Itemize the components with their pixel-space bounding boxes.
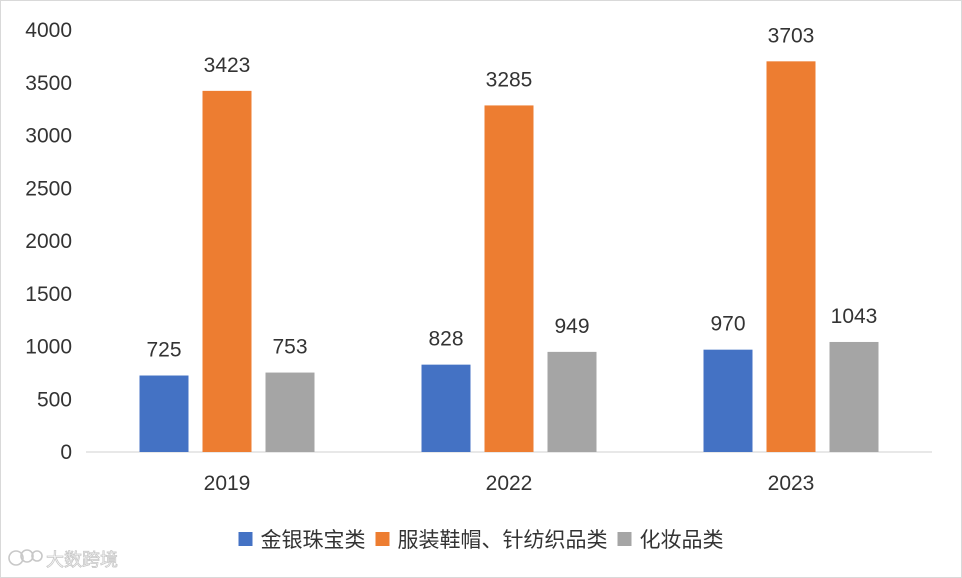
legend-swatch xyxy=(617,532,632,546)
legend-swatch xyxy=(238,532,253,546)
bar xyxy=(703,349,753,452)
legend-label: 服装鞋帽、针纺织品类 xyxy=(398,528,608,552)
y-tick-label: 1000 xyxy=(25,336,72,359)
y-tick-label: 0 xyxy=(60,441,72,464)
bar xyxy=(484,105,534,453)
y-tick-label: 2500 xyxy=(25,177,72,200)
data-label: 3285 xyxy=(486,68,533,91)
x-tick-label: 2019 xyxy=(204,472,251,495)
data-label: 949 xyxy=(554,315,589,338)
bar xyxy=(265,372,315,452)
bar xyxy=(766,61,816,453)
x-tick-label: 2023 xyxy=(768,472,815,495)
y-tick-label: 4000 xyxy=(25,19,72,42)
y-tick-label: 500 xyxy=(37,388,72,411)
bar xyxy=(202,90,252,452)
data-label: 3703 xyxy=(768,24,815,47)
watermark-text: 大数跨境 xyxy=(46,550,118,571)
data-label: 970 xyxy=(710,313,745,336)
y-tick-label: 3500 xyxy=(25,72,72,95)
data-label: 753 xyxy=(272,336,307,359)
x-tick-label: 2022 xyxy=(486,472,533,495)
data-label: 828 xyxy=(428,328,463,351)
y-tick-label: 3000 xyxy=(25,125,72,148)
y-tick-label: 2000 xyxy=(25,230,72,253)
bars xyxy=(139,61,879,453)
bar xyxy=(139,375,189,452)
data-label: 1043 xyxy=(831,305,878,328)
y-tick-label: 1500 xyxy=(25,283,72,306)
legend-item: 金银珠宝类 xyxy=(238,528,366,552)
bar xyxy=(547,351,597,452)
legend-item: 服装鞋帽、针纺织品类 xyxy=(375,528,608,552)
bar xyxy=(829,341,879,452)
x-axis: 2019 2022 2023 xyxy=(86,451,932,495)
y-axis: 0 500 1000 1500 2000 2500 3000 3500 4000 xyxy=(25,19,72,464)
watermark: 大数跨境 xyxy=(8,549,118,571)
legend-label: 金银珠宝类 xyxy=(261,528,366,552)
legend-item: 化妆品类 xyxy=(617,528,724,552)
legend-swatch xyxy=(375,532,390,546)
legend-label: 化妆品类 xyxy=(640,528,724,552)
data-label: 3423 xyxy=(204,54,251,77)
brand-logo-icon xyxy=(8,549,43,566)
legend: 金银珠宝类 服装鞋帽、针纺织品类 化妆品类 xyxy=(238,528,724,552)
data-labels: 725 828 970 3423 3285 3703 753 949 1043 xyxy=(146,24,877,361)
bar xyxy=(421,364,471,452)
data-label: 725 xyxy=(146,339,181,362)
